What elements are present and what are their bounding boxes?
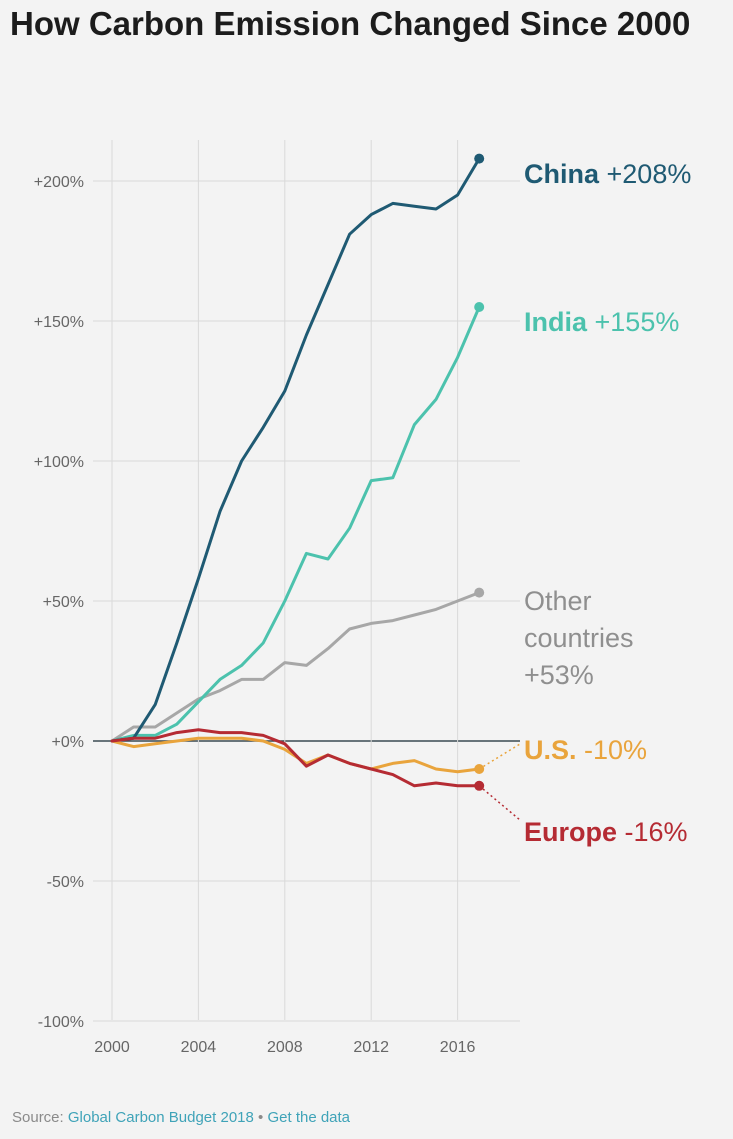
series-labels: China +208% India +155% Other countries +53%…: [478, 159, 691, 847]
us-label-connector: [478, 743, 521, 770]
x-tick-label: 2016: [440, 1039, 476, 1056]
x-tick-label: 2000: [94, 1039, 130, 1056]
series-line-china: [110, 157, 481, 743]
series-line-europe: [110, 728, 481, 788]
separator: •: [258, 1109, 264, 1126]
series-end-point: [474, 153, 485, 164]
europe-label-connector: [478, 785, 521, 821]
source-footer: Source: Global Carbon Budget 2018 • Get …: [12, 1109, 350, 1126]
y-tick-label: +150%: [34, 314, 84, 331]
chart-title: How Carbon Emission Changed Since 2000: [10, 5, 691, 42]
series-end-point: [474, 587, 485, 598]
series-end-point: [474, 302, 485, 312]
x-tick-label: 2008: [267, 1039, 303, 1056]
get-data-link[interactable]: Get the data: [267, 1109, 351, 1126]
y-tick-label: -100%: [38, 1014, 84, 1031]
x-tick-label: 2004: [181, 1039, 217, 1056]
x-tick-label: 2012: [353, 1039, 389, 1056]
series-line-india: [110, 305, 481, 743]
series-line-other-countries: [110, 591, 481, 743]
y-tick-label: -50%: [47, 874, 84, 891]
series-lines: [110, 153, 485, 791]
series-label-europe: Europe -16%: [524, 817, 688, 847]
line-chart: +200% +150% +100% +50% +0% -50% -100% 2000 2004…: [34, 140, 691, 1056]
y-tick-label: +200%: [34, 174, 84, 191]
series-label-india: India +155%: [524, 307, 679, 337]
series-label-china: China +208%: [524, 159, 691, 189]
y-tick-label: +0%: [52, 734, 84, 751]
series-label-u-s-: U.S. -10%: [524, 735, 647, 765]
y-tick-label: +50%: [43, 594, 84, 611]
source-link[interactable]: Global Carbon Budget 2018: [67, 1109, 254, 1126]
y-tick-label: +100%: [34, 454, 84, 471]
grid-lines: [93, 140, 520, 1022]
x-axis-labels: 2000 2004 2008 2012 2016: [94, 1039, 475, 1056]
series-label-other-countries: Other countries +53%: [524, 586, 634, 690]
y-axis-labels: +200% +150% +100% +50% +0% -50% -100%: [34, 174, 84, 1031]
source-prefix: Source:: [12, 1109, 68, 1126]
